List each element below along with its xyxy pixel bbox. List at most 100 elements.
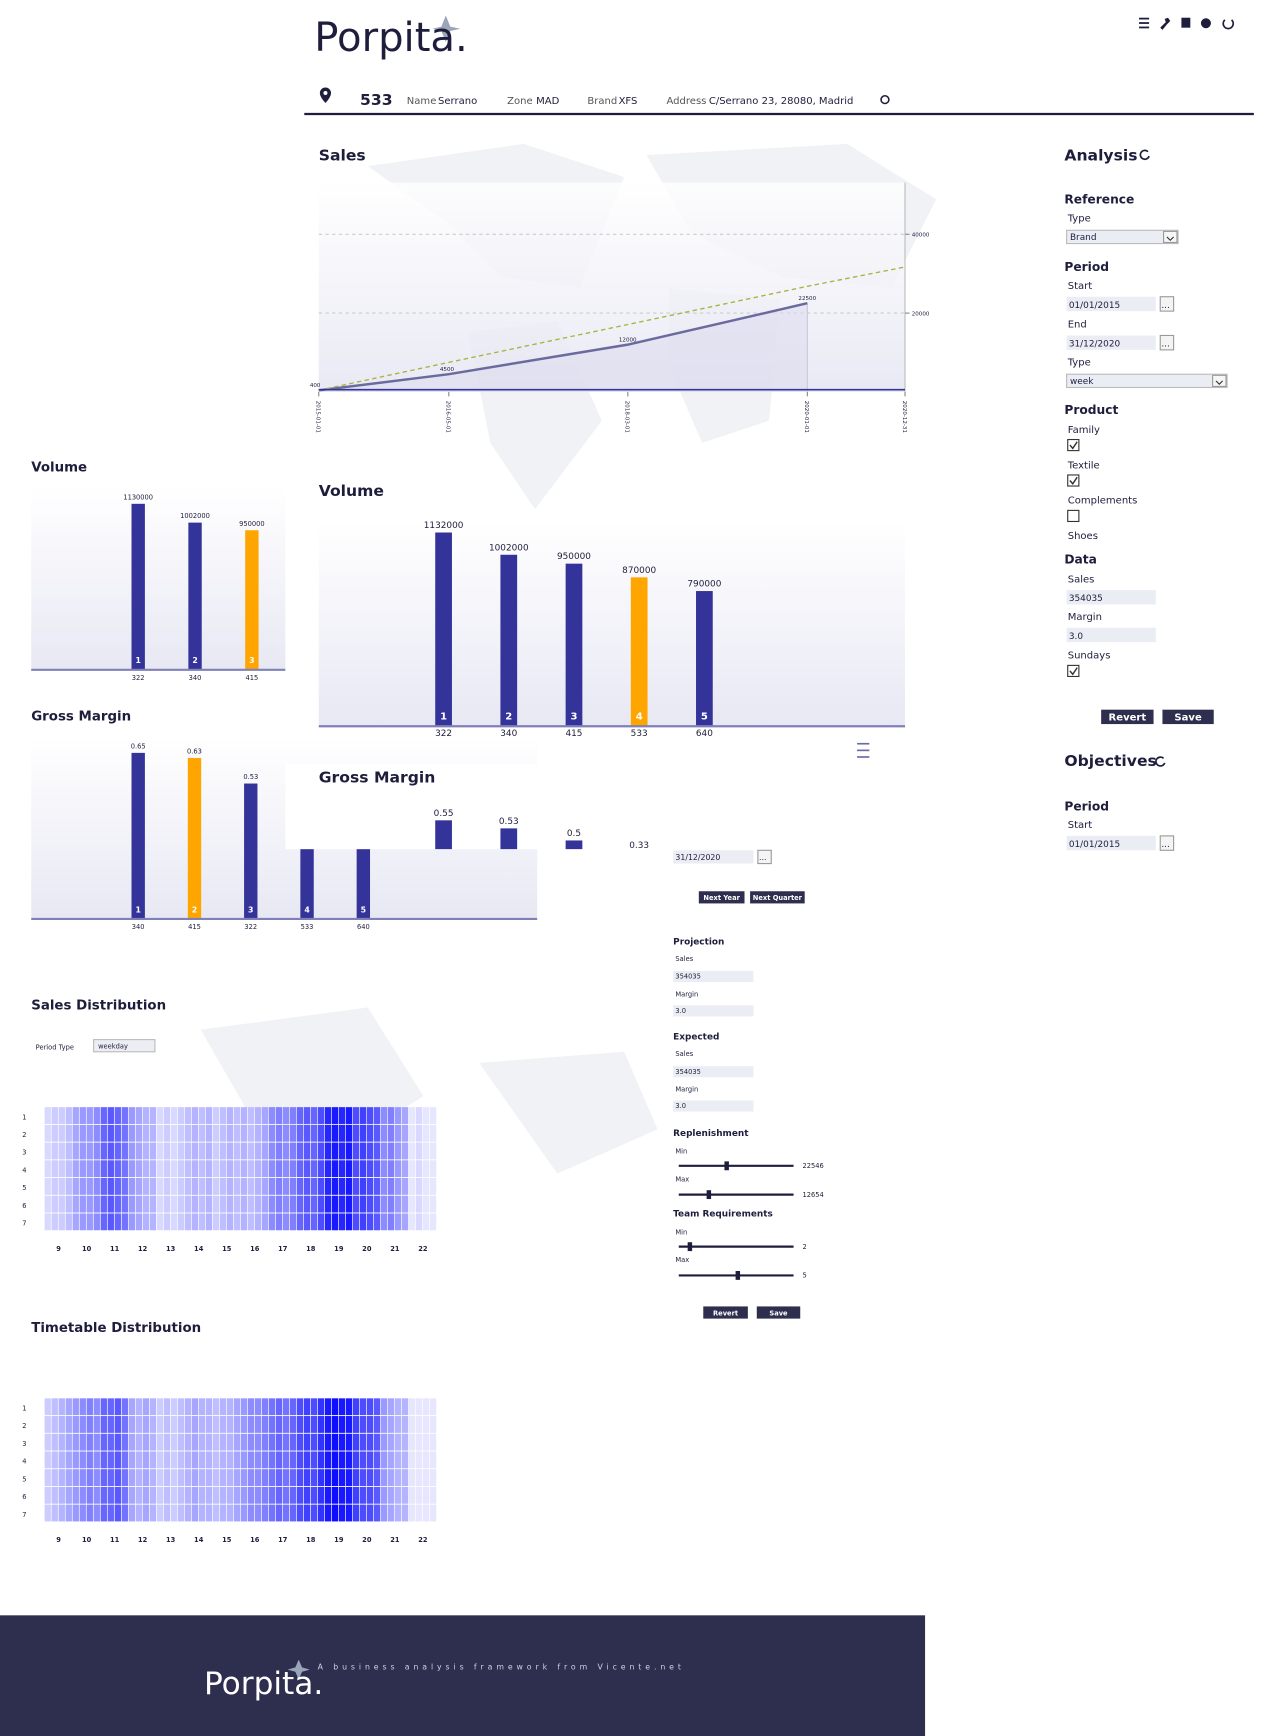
section-title: Analysis	[1064, 147, 1137, 165]
heat-cell	[79, 1178, 86, 1195]
refresh-icon[interactable]	[880, 94, 890, 105]
logo-star	[432, 15, 461, 43]
toolbar-icons[interactable]	[1139, 17, 1235, 30]
checkbox[interactable]	[1067, 509, 1080, 523]
heat-cell	[422, 1213, 430, 1231]
globe-icon[interactable]	[1200, 18, 1211, 29]
button-label: Revert	[713, 1309, 739, 1317]
heat-cell	[114, 1398, 121, 1416]
input[interactable]	[673, 1005, 754, 1017]
heat-cell	[191, 1213, 199, 1231]
select-arrow[interactable]	[1163, 230, 1178, 244]
heat-cell	[331, 1178, 339, 1195]
slider-knob[interactable]	[706, 1190, 712, 1200]
heat-cell	[366, 1486, 374, 1504]
data-label: 0.33	[629, 841, 649, 851]
picker-button[interactable]	[757, 849, 772, 865]
chart-menu-icon[interactable]	[857, 749, 870, 752]
heat-cell	[107, 1160, 114, 1178]
heat-cell	[317, 1178, 325, 1195]
heat-cell	[303, 1160, 311, 1178]
heat-cell	[212, 1433, 220, 1451]
row-label: 1	[22, 1113, 26, 1121]
button[interactable]	[756, 1306, 801, 1319]
heat-cell	[198, 1195, 206, 1213]
heat-cell	[191, 1142, 199, 1160]
picker-button[interactable]	[1159, 835, 1175, 851]
heat-cell	[338, 1178, 346, 1195]
power-icon[interactable]	[1222, 19, 1235, 30]
heat-cell	[359, 1213, 367, 1231]
bar	[500, 554, 518, 727]
input[interactable]	[1066, 835, 1156, 851]
heat-cell	[240, 1416, 248, 1433]
heat-cell	[429, 1416, 437, 1433]
input[interactable]	[673, 970, 754, 983]
input[interactable]	[1066, 590, 1156, 605]
heat-cell	[352, 1124, 360, 1142]
menu-icon[interactable]	[1139, 26, 1150, 29]
heat-cell	[121, 1398, 128, 1416]
heat-cell	[170, 1504, 178, 1522]
heat-cell	[114, 1416, 121, 1433]
picker-button[interactable]	[1159, 296, 1175, 312]
button[interactable]	[703, 1306, 748, 1319]
button[interactable]	[1162, 709, 1214, 725]
heat-cell	[282, 1178, 290, 1195]
heat-cell	[415, 1416, 423, 1433]
heat-cell	[177, 1142, 185, 1160]
heat-cell	[107, 1398, 114, 1416]
chart-title: Gross Margin	[31, 710, 131, 725]
input[interactable]	[673, 1066, 754, 1078]
input[interactable]	[1066, 627, 1156, 643]
select-arrow[interactable]	[1212, 374, 1227, 387]
button[interactable]	[698, 891, 745, 904]
heat-cell	[205, 1160, 213, 1178]
field-label: Shoes	[1068, 531, 1098, 542]
heat-cell	[135, 1469, 142, 1487]
tools-icon[interactable]	[1160, 17, 1171, 30]
heat-cell	[219, 1398, 227, 1416]
column-label: 11	[110, 1536, 120, 1544]
input[interactable]	[673, 1100, 754, 1112]
checkbox[interactable]	[1067, 438, 1080, 452]
input[interactable]	[1066, 335, 1156, 350]
checkbox[interactable]	[1067, 664, 1080, 678]
data-label: 0.55	[434, 809, 454, 819]
heat-cell	[289, 1433, 297, 1451]
row-label: 1	[22, 1405, 26, 1413]
slider-knob[interactable]	[724, 1161, 729, 1171]
heat-cell	[289, 1213, 297, 1231]
chart-menu-icon[interactable]	[857, 756, 870, 758]
checkbox[interactable]	[1067, 474, 1080, 487]
button[interactable]	[1101, 709, 1154, 725]
input[interactable]	[1066, 296, 1156, 312]
heat-cell	[170, 1416, 178, 1433]
heat-cell	[422, 1107, 430, 1124]
slider-knob[interactable]	[687, 1242, 693, 1252]
chart-menu-icon[interactable]	[857, 742, 870, 745]
select[interactable]	[93, 1039, 156, 1053]
menu-icon[interactable]	[1139, 22, 1150, 24]
heat-cell	[65, 1195, 72, 1213]
select[interactable]	[1066, 229, 1179, 245]
save-icon[interactable]	[1181, 17, 1191, 28]
refresh-icon[interactable]	[1139, 149, 1150, 161]
heat-cell	[93, 1124, 100, 1142]
heat-cell	[233, 1160, 241, 1178]
heat-cell	[359, 1451, 367, 1469]
heat-cell	[247, 1124, 255, 1142]
refresh-icon[interactable]	[1155, 756, 1166, 767]
button[interactable]	[750, 891, 805, 904]
heat-cell	[212, 1398, 220, 1416]
picker-button[interactable]	[1159, 334, 1175, 351]
column-label: 20	[362, 1245, 372, 1253]
heat-cell	[317, 1160, 325, 1178]
input[interactable]	[673, 850, 754, 864]
heat-cell	[100, 1213, 107, 1231]
slider-knob[interactable]	[735, 1271, 741, 1280]
select[interactable]	[1066, 373, 1228, 389]
heat-cell	[177, 1416, 185, 1433]
menu-icon[interactable]	[1139, 17, 1150, 20]
heat-cell	[366, 1142, 374, 1160]
